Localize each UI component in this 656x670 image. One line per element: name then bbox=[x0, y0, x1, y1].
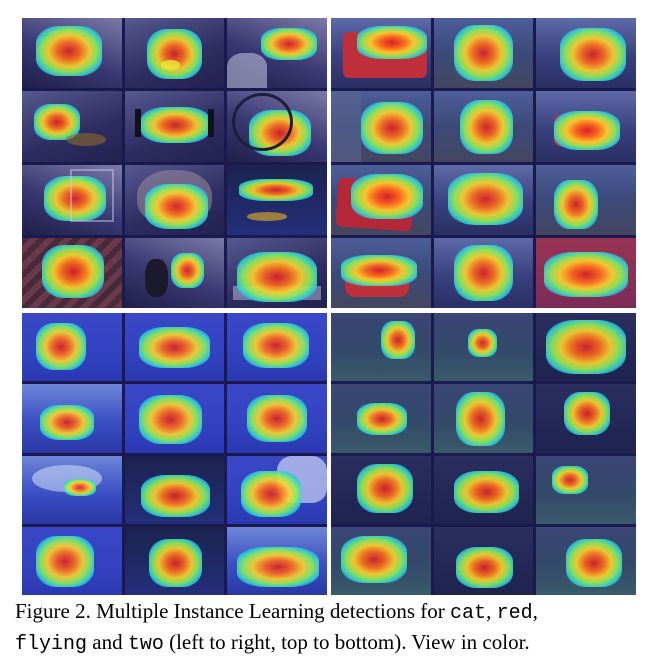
detection-image-flying-7 bbox=[22, 455, 122, 524]
detection-image-red-11 bbox=[433, 237, 534, 308]
caption-suffix: (left to right, top to bottom). View in … bbox=[163, 630, 530, 654]
detection-image-red-7 bbox=[331, 164, 431, 235]
detection-image-flying-4 bbox=[22, 384, 122, 453]
detection-image-flying-3 bbox=[227, 313, 327, 382]
detection-image-two-6 bbox=[536, 384, 636, 453]
detection-image-cat-3 bbox=[227, 18, 327, 89]
detection-image-red-6 bbox=[536, 91, 636, 162]
panel-red bbox=[331, 18, 636, 308]
caption-word-cat: cat bbox=[450, 602, 487, 625]
detection-image-red-8 bbox=[433, 164, 534, 235]
detection-image-two-7 bbox=[331, 455, 431, 524]
detection-image-two-11 bbox=[433, 526, 534, 595]
detection-image-red-5 bbox=[433, 91, 534, 162]
detection-image-flying-5 bbox=[124, 384, 225, 453]
detection-image-cat-9 bbox=[227, 164, 327, 235]
detection-image-cat-12 bbox=[227, 237, 327, 308]
panel-cat bbox=[22, 18, 327, 308]
detection-image-cat-2 bbox=[124, 18, 225, 89]
detection-image-red-10 bbox=[331, 237, 431, 308]
detection-image-two-10 bbox=[331, 526, 431, 595]
detection-image-flying-9 bbox=[227, 455, 327, 524]
caption-separator: , bbox=[532, 599, 538, 623]
detection-image-two-9 bbox=[536, 455, 636, 524]
figure-caption: Figure 2. Multiple Instance Learning det… bbox=[15, 597, 645, 659]
detection-image-two-8 bbox=[433, 455, 534, 524]
detection-image-flying-12 bbox=[227, 526, 327, 595]
detection-image-flying-11 bbox=[124, 526, 225, 595]
detection-image-two-3 bbox=[536, 313, 636, 382]
detection-image-flying-10 bbox=[22, 526, 122, 595]
caption-separator: and bbox=[87, 630, 128, 654]
detection-image-red-2 bbox=[433, 18, 534, 89]
detection-image-red-9 bbox=[536, 164, 636, 235]
caption-separator: , bbox=[486, 599, 497, 623]
detection-image-two-4 bbox=[331, 384, 431, 453]
caption-word-red: red bbox=[496, 602, 533, 625]
detection-image-cat-8 bbox=[124, 164, 225, 235]
detection-image-two-2 bbox=[433, 313, 534, 382]
panel-flying bbox=[22, 313, 327, 595]
detection-image-flying-8 bbox=[124, 455, 225, 524]
detection-image-red-1 bbox=[331, 18, 431, 89]
detection-image-cat-6 bbox=[227, 91, 327, 162]
detection-image-two-5 bbox=[433, 384, 534, 453]
caption-prefix: Figure 2. Multiple Instance Learning det… bbox=[15, 599, 451, 623]
detection-image-cat-10 bbox=[22, 237, 122, 308]
detection-image-flying-1 bbox=[22, 313, 122, 382]
detection-image-cat-4 bbox=[22, 91, 122, 162]
detection-image-cat-5 bbox=[124, 91, 225, 162]
detection-image-red-12 bbox=[536, 237, 636, 308]
caption-word-two: two bbox=[127, 633, 164, 656]
detection-image-cat-7 bbox=[22, 164, 122, 235]
detection-image-two-12 bbox=[536, 526, 636, 595]
detection-image-flying-6 bbox=[227, 384, 327, 453]
caption-word-flying: flying bbox=[15, 633, 88, 656]
detection-image-cat-1 bbox=[22, 18, 122, 89]
detection-image-two-1 bbox=[331, 313, 431, 382]
detection-image-red-4 bbox=[331, 91, 431, 162]
detection-image-flying-2 bbox=[124, 313, 225, 382]
panel-two bbox=[331, 313, 636, 595]
detection-image-cat-11 bbox=[124, 237, 225, 308]
detection-image-red-3 bbox=[536, 18, 636, 89]
